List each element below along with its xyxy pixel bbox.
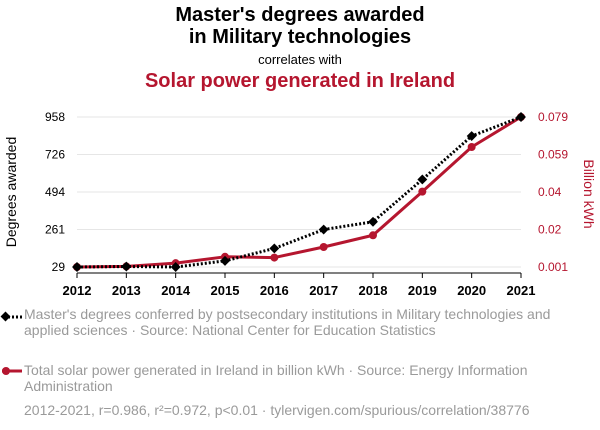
series-solar-line xyxy=(76,115,522,269)
y-right-axis-title: Billion kWh xyxy=(581,159,597,228)
y-right-tick-label: 0.04 xyxy=(538,185,562,199)
series xyxy=(72,112,526,272)
y-right-tick-label: 0.02 xyxy=(538,223,562,237)
x-tick-label: 2019 xyxy=(408,283,437,298)
y-left-tick-label: 726 xyxy=(45,148,65,162)
x-tick-label: 2018 xyxy=(359,283,388,298)
x-tick-label: 2017 xyxy=(309,283,338,298)
x-tick-label: 2015 xyxy=(211,283,240,298)
series-solar-point xyxy=(319,243,328,251)
chart-title-line1: Master's degrees awarded xyxy=(175,4,425,26)
y-left-tick-label: 261 xyxy=(45,223,65,237)
y-left-tick-label: 494 xyxy=(45,185,65,199)
y-right-tick-label: 0.059 xyxy=(538,148,568,162)
series-solar-point xyxy=(418,187,427,196)
x-tick-label: 2012 xyxy=(63,283,92,298)
y-left-tick-label: 29 xyxy=(52,260,66,274)
x-tick-label: 2020 xyxy=(457,283,486,298)
x-tick-label: 2016 xyxy=(260,283,289,298)
y-left-axis-title: Degrees awarded xyxy=(3,137,19,248)
correlates-with-label: correlates with xyxy=(258,52,342,67)
chart-title-line2: in Military technologies xyxy=(188,26,412,48)
series-degrees-point xyxy=(220,255,230,266)
series-degrees-point xyxy=(170,262,181,272)
footer-stats: 2012-2021, r=0.986, r²=0.972, p<0.01 · t… xyxy=(24,402,530,418)
series-degrees-point xyxy=(318,224,329,235)
chart-title-second: Solar power generated in Ireland xyxy=(144,70,456,92)
legend-swatch-degrees xyxy=(0,311,22,322)
series-degrees-point xyxy=(368,216,378,227)
series-solar-point xyxy=(369,231,377,240)
series-degrees-point xyxy=(121,261,132,272)
series-degrees-point xyxy=(269,243,280,254)
y-right-tick-label: 0.001 xyxy=(538,260,568,274)
x-tick-label: 2013 xyxy=(112,283,141,298)
x-tick-label: 2014 xyxy=(161,283,191,298)
legend-label-degrees: Master's degrees conferred by postsecond… xyxy=(24,306,551,338)
series-degrees-line xyxy=(76,115,522,269)
series-degrees-point xyxy=(516,112,526,122)
series-degrees-point xyxy=(466,131,477,142)
x-tick-label: 2021 xyxy=(507,283,536,298)
series-solar-point xyxy=(467,143,476,151)
y-left-tick-label: 958 xyxy=(45,110,65,124)
y-right-tick-label: 0.079 xyxy=(538,110,568,124)
legend-swatch-solar xyxy=(2,367,22,375)
series-degrees-point xyxy=(417,174,428,185)
grid-lines xyxy=(77,116,521,268)
axes: 29 261 494 726 958 0.001 0.02 0.04 0.059 0.079 201… xyxy=(3,110,597,298)
series-solar-point xyxy=(270,253,279,262)
series-degrees-point xyxy=(72,262,82,272)
legend-label-solar: Total solar power generated in Ireland i… xyxy=(24,362,528,394)
